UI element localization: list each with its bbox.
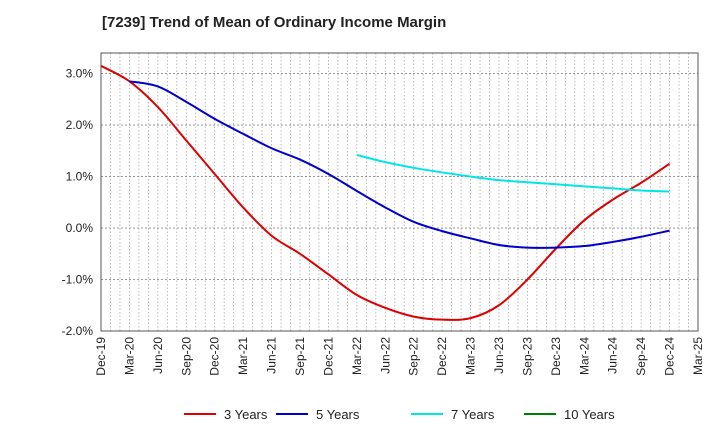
y-tick-label: -1.0% (62, 273, 94, 287)
x-tick-label: Jun-22 (378, 337, 392, 374)
series-line-7-years (356, 153, 670, 193)
x-tick-label: Mar-25 (691, 337, 705, 375)
series-line-3-years (100, 64, 671, 321)
x-tick-label: Dec-21 (321, 337, 335, 376)
y-tick-label: 0.0% (66, 221, 94, 235)
series-layer (100, 64, 671, 321)
y-tick-label: -2.0% (62, 324, 94, 338)
x-tick-label: Jun-20 (151, 337, 165, 374)
legend-label: 10 Years (564, 407, 615, 422)
y-tick-label: 3.0% (66, 67, 94, 81)
legend-label: 7 Years (451, 407, 495, 422)
x-tick-label: Mar-22 (350, 337, 364, 375)
x-tick-label: Jun-21 (265, 337, 279, 374)
x-tick-label: Sep-20 (179, 337, 193, 376)
x-tick-label: Sep-22 (407, 337, 421, 376)
x-tick-label: Dec-23 (549, 337, 563, 376)
x-tick-label: Dec-24 (663, 337, 677, 376)
x-tick-label: Mar-23 (464, 337, 478, 375)
x-tick-label: Mar-20 (122, 337, 136, 375)
x-tick-label: Sep-23 (520, 337, 534, 376)
grid-layer (101, 53, 698, 332)
series-line-5-years (129, 80, 670, 249)
y-tick-label: 1.0% (66, 170, 94, 184)
y-tick-label: 2.0% (66, 118, 94, 132)
chart-title: [7239] Trend of Mean of Ordinary Income … (102, 14, 447, 31)
x-tick-label: Sep-21 (293, 337, 307, 376)
x-tick-label: Jun-23 (492, 337, 506, 374)
x-tick-label: Dec-20 (208, 337, 222, 376)
legend-label: 3 Years (224, 407, 268, 422)
x-tick-label: Mar-24 (577, 337, 591, 375)
x-axis-ticks: Dec-19 Mar-20 Jun-20 Sep-20 Dec-20 Mar-21 Jun-… (94, 337, 705, 376)
legend: 3 Years 5 Years 7 Years 10 Years (184, 407, 615, 422)
y-axis-ticks: 3.0% 2.0% 1.0% 0.0% -1.0% -2.0% (62, 67, 94, 338)
x-tick-label: Mar-21 (236, 337, 250, 375)
x-tick-label: Jun-24 (606, 337, 620, 374)
x-tick-label: Dec-22 (435, 337, 449, 376)
x-tick-label: Sep-24 (634, 337, 648, 376)
plot-frame (100, 52, 699, 332)
legend-label: 5 Years (316, 407, 360, 422)
x-tick-label: Dec-19 (94, 337, 108, 376)
